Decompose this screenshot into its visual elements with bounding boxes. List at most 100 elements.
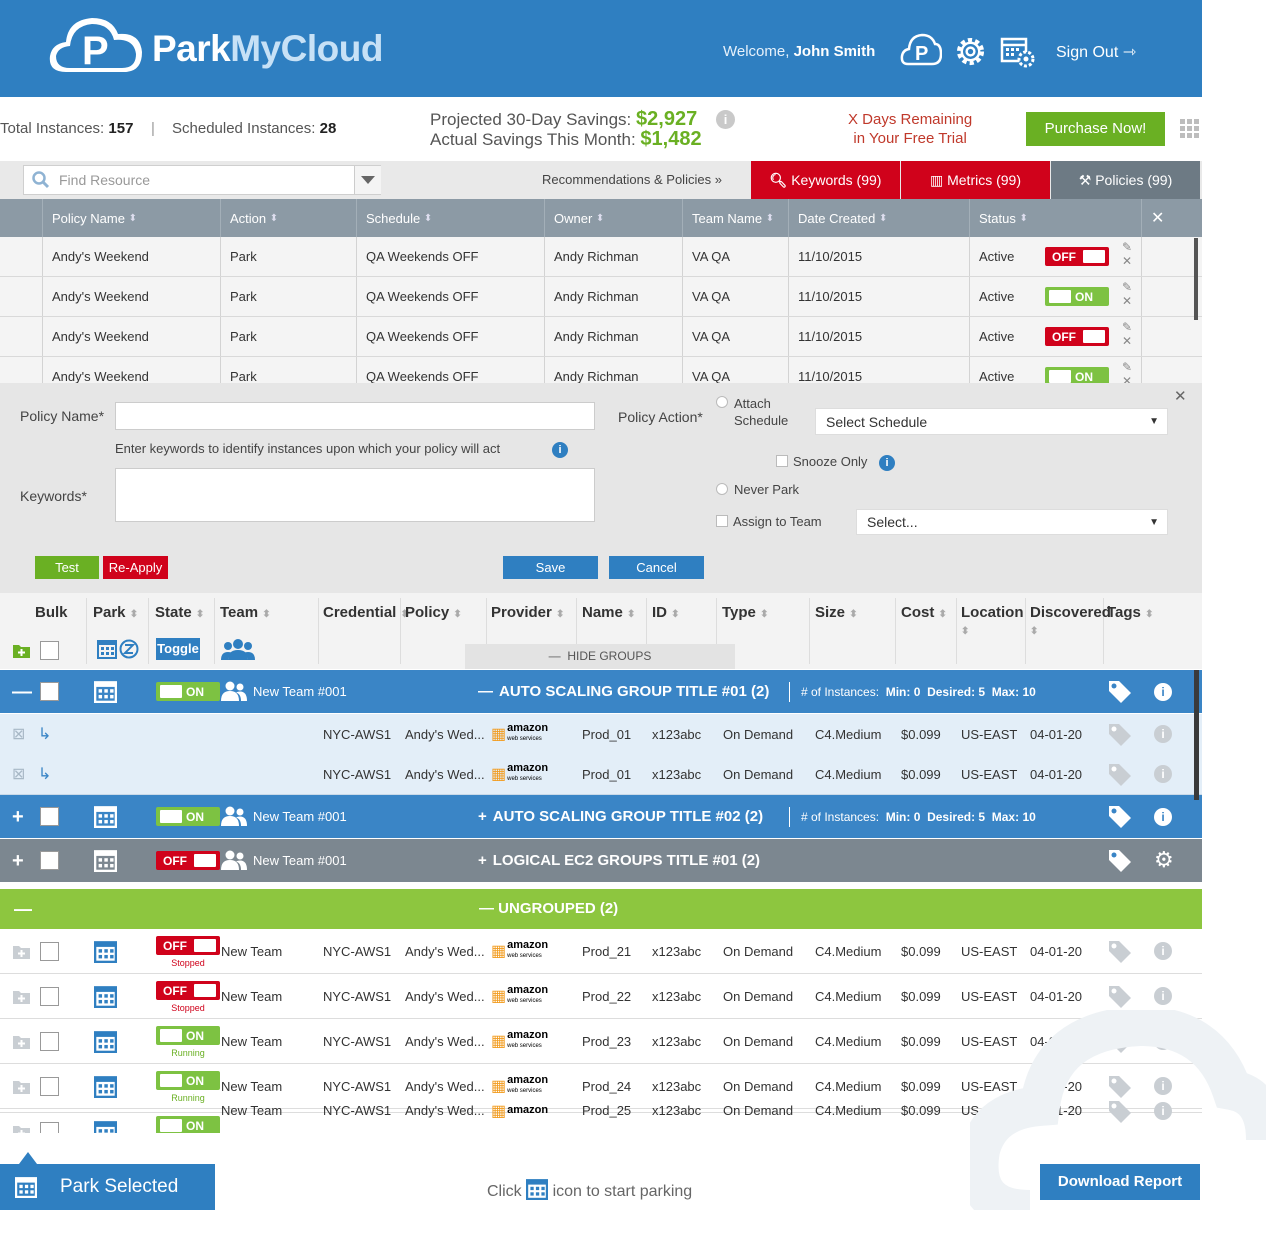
group-title[interactable]: + AUTO SCALING GROUP TITLE #02 (2) [478,808,764,825]
cell-policy[interactable]: Andy's Wed... [405,988,485,1004]
power-toggle[interactable]: ON [156,1071,220,1090]
add-to-group-icon[interactable] [13,1034,30,1049]
calendar-settings-icon[interactable] [1000,35,1036,69]
add-to-group-icon[interactable] [13,989,30,1004]
select-schedule-dropdown[interactable]: Select Schedule ▼ [815,408,1168,435]
cell-policy[interactable]: Andy's Wed... [405,726,485,742]
select-team-dropdown[interactable]: Select... ▼ [856,509,1168,535]
group-title[interactable]: + LOGICAL EC2 GROUPS TITLE #01 (2) [478,852,761,869]
cell-name[interactable]: Prod_22 [582,988,632,1004]
assign-team-checkbox[interactable] [716,515,728,527]
tag-icon[interactable] [1107,1074,1133,1098]
never-park-radio[interactable] [716,483,728,495]
tag-icon[interactable] [1107,679,1133,703]
info-icon[interactable]: i [1154,683,1172,701]
search-dropdown-button[interactable] [354,166,381,194]
power-toggle[interactable]: OFF [156,981,220,1000]
policy-row[interactable]: Andy's Weekend Park QA Weekends OFF Andy Ri… [0,317,1202,357]
col-tags[interactable]: Tags ⬍ [1107,604,1154,621]
group-checkbox[interactable] [40,682,59,701]
snooze-icon[interactable] [119,639,139,659]
power-toggle[interactable]: OFF [1045,327,1109,346]
cell-policy[interactable]: Andy's Wed... [405,766,485,782]
info-icon[interactable]: i [552,442,568,458]
expand-icon[interactable]: + [12,850,24,872]
cell-policy[interactable]: Andy's Wed... [405,1103,485,1118]
save-button[interactable]: Save [503,556,598,579]
delete-icon[interactable]: ✕ [1122,254,1133,268]
info-icon[interactable]: i [1154,942,1172,960]
tag-icon[interactable] [1107,848,1133,872]
col-bulk[interactable]: Bulk [35,604,68,621]
col-id[interactable]: ID ⬍ [652,604,680,621]
col-owner[interactable]: Owner ⬍ [544,199,682,237]
delete-icon[interactable]: ✕ [1122,374,1133,383]
bulk-select-checkbox[interactable] [40,641,59,660]
col-policy[interactable]: Policy ⬍ [405,604,462,621]
info-icon[interactable]: i [1154,1101,1172,1120]
tag-icon[interactable] [1107,1099,1133,1123]
calendar-icon[interactable] [94,985,117,1008]
gear-icon[interactable] [955,36,986,67]
expand-icon[interactable]: + [12,806,24,828]
cell-name[interactable]: Prod_21 [582,943,632,959]
cell-name[interactable]: Prod_01 [582,766,632,782]
policy-scrollbar[interactable] [1194,238,1198,320]
policy-row[interactable]: Andy's Weekend Park QA Weekends OFF Andy Ri… [0,237,1202,277]
col-credential[interactable]: Credential ⬍ [323,604,409,621]
info-icon[interactable]: i [879,455,895,471]
calendar-icon[interactable] [97,639,117,659]
col-provider[interactable]: Provider ⬍ [491,604,565,621]
download-report-button[interactable]: Download Report [1040,1164,1200,1200]
snooze-only-checkbox[interactable] [776,455,788,467]
col-status[interactable]: Status ⬍ [969,199,1141,237]
unlink-icon[interactable]: ⊠ [12,766,26,783]
tag-icon[interactable] [1107,762,1133,786]
tag-icon[interactable] [1107,939,1133,963]
power-toggle[interactable]: ON [1045,367,1109,383]
toggle-all-button[interactable]: Toggle [156,638,200,660]
group-row[interactable]: — ON New Team #001 — AUTO SCALING GROUP TITL… [0,670,1202,714]
col-size[interactable]: Size ⬍ [815,604,858,621]
policy-row[interactable]: Andy's Weekend Park QA Weekends OFF Andy Ri… [0,277,1202,317]
group-instance-row[interactable]: ⊠ ↳ NYC-AWS1 Andy's Wed... ▦ amazon web servic… [0,714,1202,755]
calendar-icon[interactable] [94,1030,117,1053]
cancel-button[interactable]: Cancel [609,556,704,579]
power-toggle[interactable]: ON [156,682,220,701]
tab-metrics[interactable]: ▥ Metrics (99) [901,161,1050,199]
delete-icon[interactable]: ✕ [1122,294,1133,308]
grid-icon[interactable] [1180,119,1200,139]
calendar-icon[interactable] [94,1075,117,1098]
hide-groups-button[interactable]: — HIDE GROUPS [465,644,735,669]
cell-name[interactable]: Prod_23 [582,1033,632,1049]
col-action[interactable]: Action ⬍ [220,199,356,237]
gear-icon[interactable]: ⚙ [1154,847,1174,872]
ungrouped-row[interactable]: — — UNGROUPED (2) [0,889,1202,929]
recommendations-link[interactable]: Recommendations & Policies » [542,172,722,187]
col-policy-name[interactable]: Policy Name ⬍ [42,199,220,237]
info-icon[interactable]: i [1154,987,1172,1005]
search-box[interactable]: Find Resource [23,165,381,195]
calendar-icon[interactable] [94,849,117,872]
policy-row[interactable]: Andy's Weekend Park QA Weekends OFF Andy Ri… [0,357,1202,383]
col-location[interactable]: Location ⬍ [961,604,1024,637]
cell-name[interactable]: Prod_25 [582,1103,632,1118]
search-input[interactable]: Find Resource [59,172,151,188]
group-instance-row[interactable]: ⊠ ↳ NYC-AWS1 Andy's Wed... ▦ amazon web servic… [0,754,1202,795]
tag-icon[interactable] [1107,722,1133,746]
add-group-icon[interactable] [13,643,30,658]
col-cost[interactable]: Cost ⬍ [901,604,947,621]
parkmycloud-mini-logo-icon[interactable]: P [900,32,942,68]
power-toggle[interactable]: ON [156,807,220,826]
row-checkbox[interactable] [40,987,59,1006]
info-icon[interactable]: i [1154,1077,1172,1095]
purchase-now-button[interactable]: Purchase Now! [1026,112,1165,146]
col-name[interactable]: Name ⬍ [582,604,636,621]
calendar-icon[interactable] [94,680,117,703]
collapse-icon[interactable]: — [12,681,32,703]
tab-policies[interactable]: ⚒ Policies (99) [1051,161,1200,199]
park-selected-button[interactable]: Park Selected [0,1164,215,1210]
cell-name[interactable]: Prod_01 [582,726,632,742]
info-icon[interactable]: i [716,110,735,129]
power-toggle[interactable]: OFF [1045,247,1109,266]
